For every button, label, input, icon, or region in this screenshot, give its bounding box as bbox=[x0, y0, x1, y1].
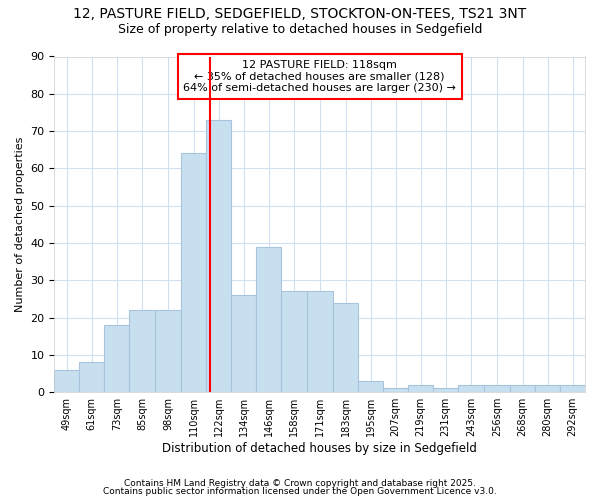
Bar bbox=[155, 310, 181, 392]
Bar bbox=[458, 384, 484, 392]
Bar bbox=[231, 295, 256, 392]
Bar bbox=[130, 310, 155, 392]
Text: Contains HM Land Registry data © Crown copyright and database right 2025.: Contains HM Land Registry data © Crown c… bbox=[124, 478, 476, 488]
Text: 12 PASTURE FIELD: 118sqm
← 35% of detached houses are smaller (128)
64% of semi-: 12 PASTURE FIELD: 118sqm ← 35% of detach… bbox=[183, 60, 456, 93]
Bar bbox=[79, 362, 104, 392]
Text: Contains public sector information licensed under the Open Government Licence v3: Contains public sector information licen… bbox=[103, 487, 497, 496]
Bar bbox=[408, 384, 433, 392]
Bar bbox=[484, 384, 510, 392]
Bar bbox=[55, 370, 79, 392]
Y-axis label: Number of detached properties: Number of detached properties bbox=[15, 136, 25, 312]
Bar bbox=[535, 384, 560, 392]
Bar bbox=[256, 246, 281, 392]
Bar bbox=[433, 388, 458, 392]
Text: Size of property relative to detached houses in Sedgefield: Size of property relative to detached ho… bbox=[118, 22, 482, 36]
Bar bbox=[281, 292, 307, 392]
Text: 12, PASTURE FIELD, SEDGEFIELD, STOCKTON-ON-TEES, TS21 3NT: 12, PASTURE FIELD, SEDGEFIELD, STOCKTON-… bbox=[73, 8, 527, 22]
Bar bbox=[206, 120, 231, 392]
Bar bbox=[104, 325, 130, 392]
Bar bbox=[307, 292, 333, 392]
Bar bbox=[560, 384, 585, 392]
Bar bbox=[358, 381, 383, 392]
X-axis label: Distribution of detached houses by size in Sedgefield: Distribution of detached houses by size … bbox=[162, 442, 477, 455]
Bar bbox=[383, 388, 408, 392]
Bar bbox=[333, 302, 358, 392]
Bar bbox=[181, 154, 206, 392]
Bar bbox=[510, 384, 535, 392]
